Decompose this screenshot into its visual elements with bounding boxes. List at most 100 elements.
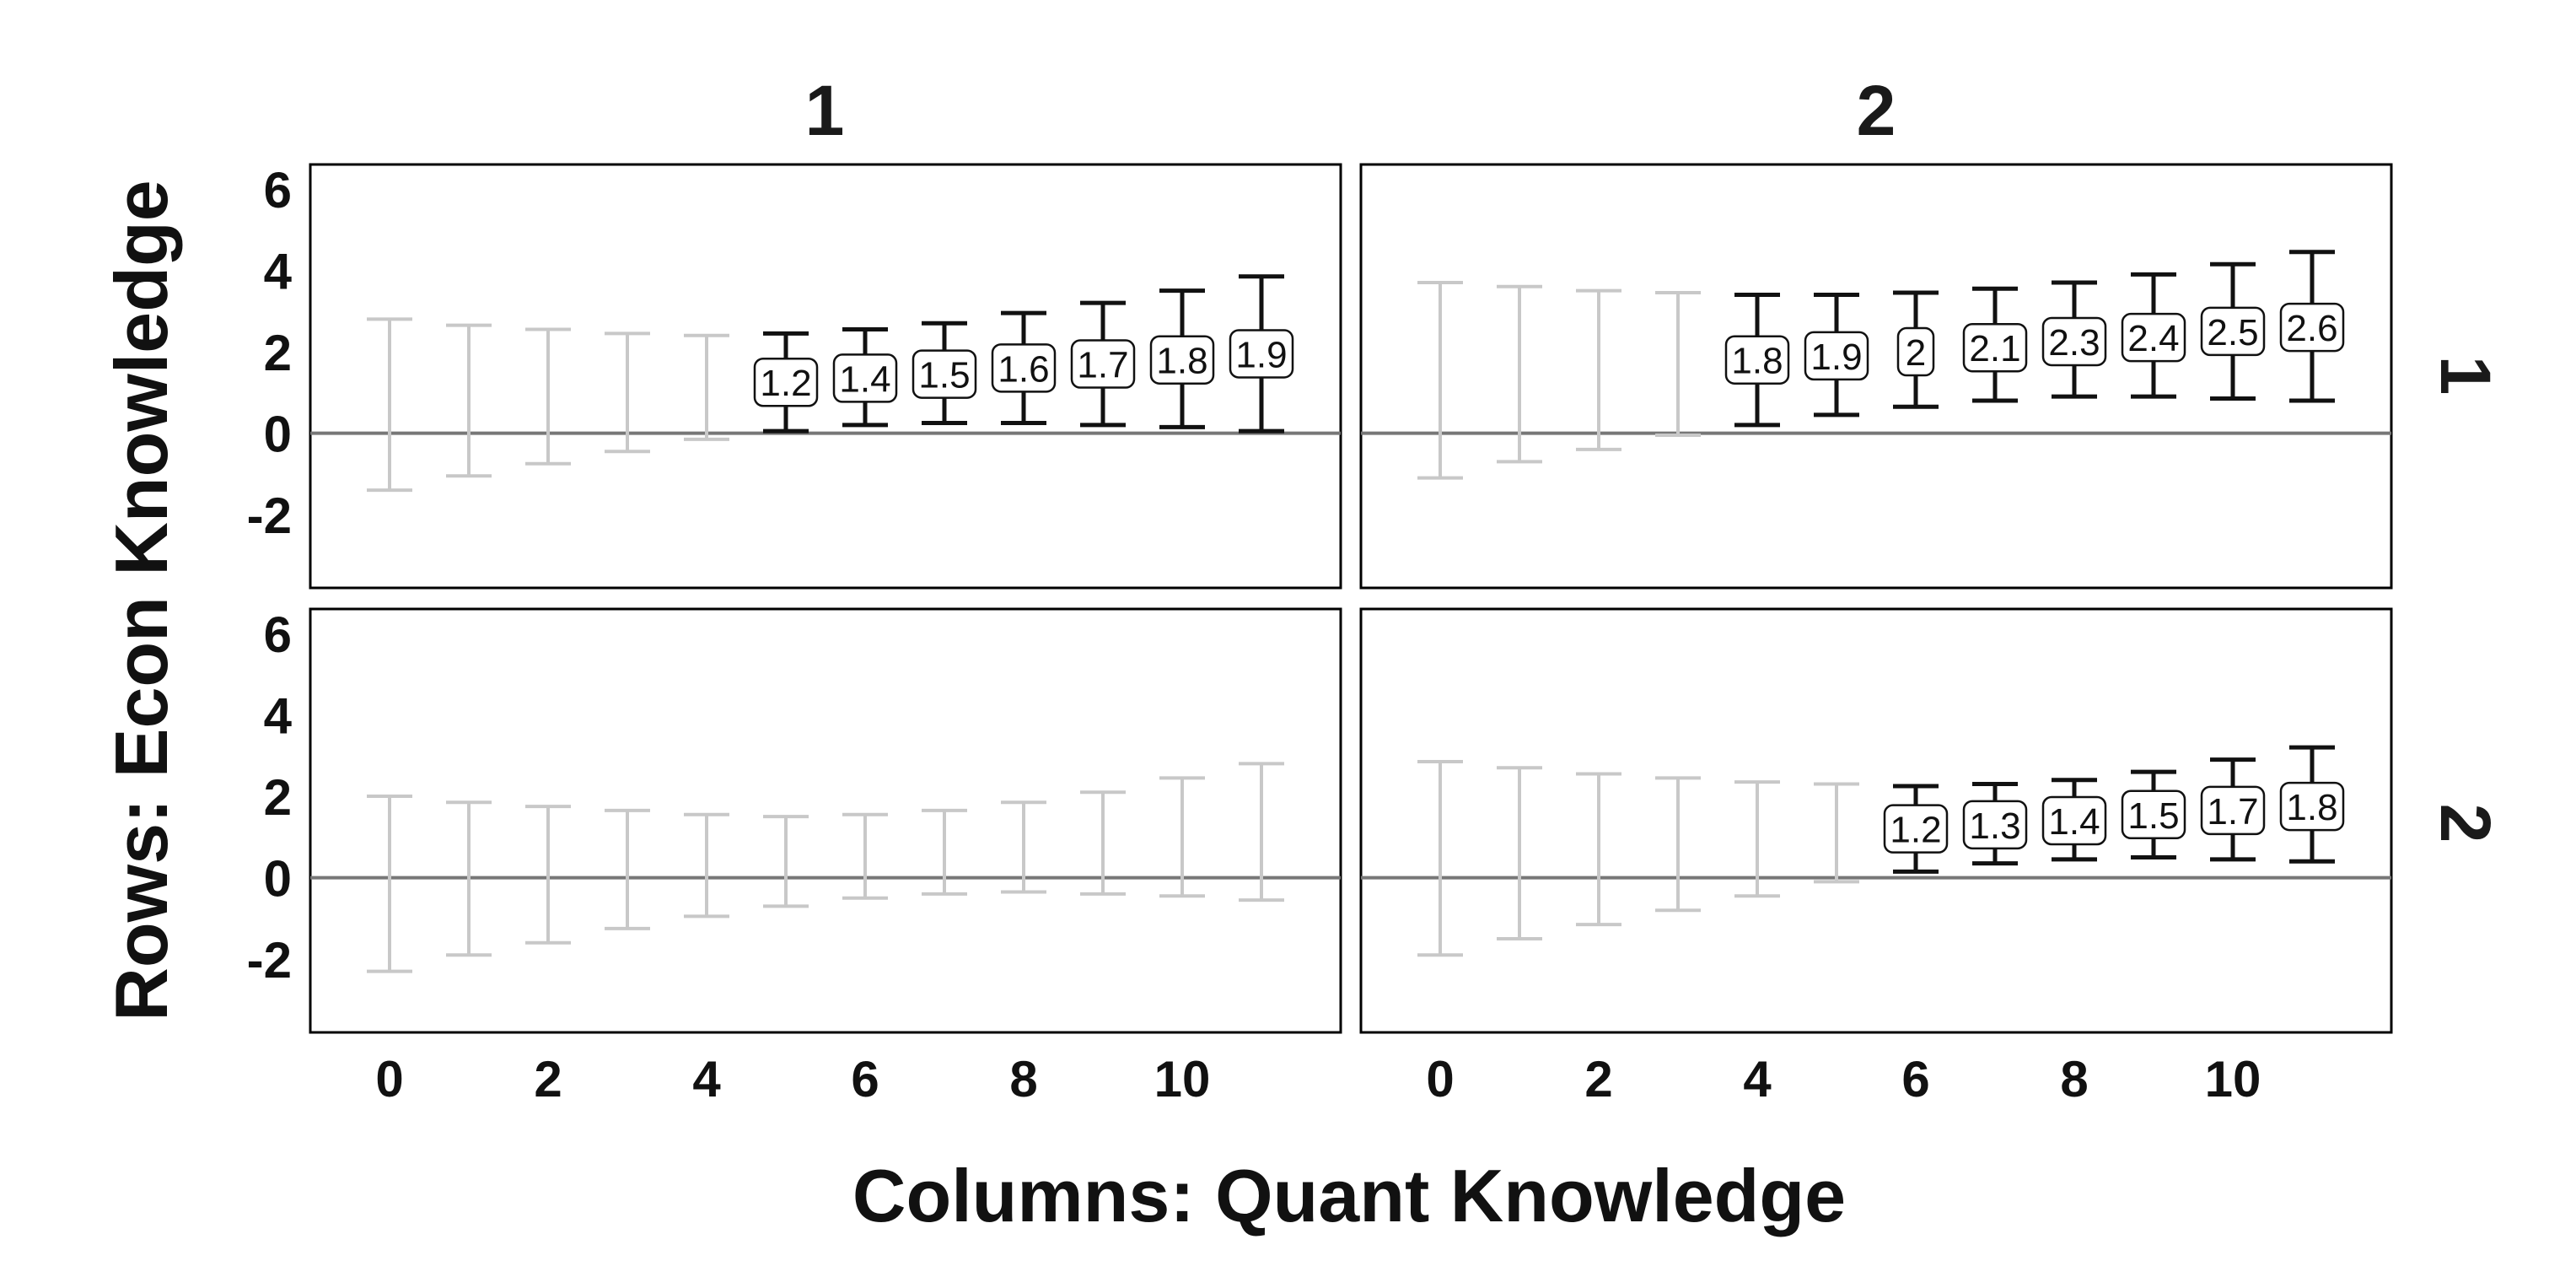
- error-bar-x1: [446, 323, 492, 478]
- estimate-label-box: [2041, 795, 2107, 846]
- panel-frame: [1359, 163, 2393, 590]
- error-bar-x0: [1417, 280, 1463, 480]
- estimate-label-box: [2200, 306, 2266, 357]
- estimate-label: 1.8: [1156, 341, 1207, 382]
- estimate-label: 1.7: [1077, 345, 1128, 386]
- y-tick-label: 4: [264, 688, 293, 745]
- error-bar-x0: [367, 317, 412, 493]
- estimate-label-box: [1070, 339, 1136, 389]
- panel-row2-col1: [309, 607, 1342, 1034]
- error-bar-x2: [1576, 772, 1621, 927]
- error-bar-x7: 1.5: [912, 321, 977, 426]
- error-bar-x10: 1.7: [2200, 757, 2266, 862]
- error-bar-x3: [1655, 776, 1701, 913]
- estimate-label: 1.5: [918, 355, 970, 396]
- panel-row1-col1: 1.2 1.4 1.5 1.6 1.7 1.8 1.9: [309, 163, 1342, 590]
- error-bar-x1: [446, 800, 492, 957]
- estimate-label: 2.3: [2048, 322, 2100, 364]
- error-bar-x2: [525, 805, 571, 945]
- panel-frame: [309, 163, 1342, 590]
- estimate-label: 1.9: [1810, 337, 1862, 378]
- x-tick-label: 0: [1426, 1051, 1454, 1107]
- error-bar-x9: 2.4: [2121, 272, 2186, 399]
- row-label-2: 2: [2426, 804, 2505, 843]
- error-bar-x9: 1.5: [2121, 769, 2186, 859]
- estimate-label-box: [2121, 789, 2186, 840]
- x-tick-label: 8: [2060, 1051, 2088, 1107]
- error-bar-x3: [605, 331, 650, 454]
- estimate-label-box: [2200, 785, 2266, 836]
- error-bar-x0: [367, 795, 412, 973]
- row-label-1: 1: [2426, 356, 2505, 396]
- error-bar-x9: [1080, 790, 1126, 896]
- error-bar-x4: [684, 333, 729, 441]
- x-tick-label: 2: [1584, 1051, 1612, 1107]
- error-bar-x1: [1497, 766, 1542, 940]
- estimate-label-box: [1896, 326, 1935, 377]
- error-bar-x3: [1655, 291, 1701, 437]
- estimate-label: 1.9: [1235, 334, 1287, 375]
- column-label-2: 2: [1857, 71, 1896, 150]
- estimate-label: 1.7: [2207, 791, 2258, 832]
- estimate-label: 2: [1906, 332, 1926, 374]
- error-bar-x9: 1.7: [1070, 300, 1136, 428]
- y-tick-label: -2: [247, 932, 292, 989]
- error-bar-x6: [842, 812, 888, 900]
- x-tick-labels: 0 2 4 6 8 10 0 2 4 6 8 10: [375, 1051, 2261, 1107]
- error-bar-x5: [1814, 782, 1859, 884]
- error-bar-x5: [763, 815, 809, 908]
- estimate-label: 1.2: [1890, 810, 1941, 851]
- error-bar-x7: 1.3: [1962, 782, 2028, 866]
- panel-frame: [309, 607, 1342, 1034]
- error-bar-x4: 1.8: [1724, 292, 1790, 428]
- estimate-label-box: [832, 353, 898, 403]
- estimate-label: 1.2: [760, 363, 811, 404]
- y-tick-label: 0: [264, 851, 292, 908]
- error-bar-x5: 1.2: [753, 331, 819, 434]
- error-bar-x10: 1.8: [1149, 288, 1215, 429]
- error-bar-x0: [1417, 760, 1463, 957]
- estimate-label: 2.6: [2286, 308, 2337, 349]
- estimate-label-box: [1229, 329, 1294, 379]
- estimate-label: 1.8: [1731, 341, 1783, 382]
- x-tick-label: 0: [375, 1051, 403, 1107]
- panel-frame: [1359, 607, 2393, 1034]
- estimate-label-box: [1962, 322, 2028, 373]
- estimate-label: 1.4: [839, 358, 890, 400]
- y-tick-label: 6: [264, 606, 292, 663]
- error-bar-x8: 2.3: [2041, 280, 2107, 399]
- estimate-label-box: [1804, 331, 1869, 381]
- panels-group: 1.2 1.4 1.5 1.6 1.7 1.8 1.9 1.8 1.9 2 2.1 2.3 2.4 2.5…: [309, 163, 2393, 1034]
- error-bar-x11: 1.9: [1229, 274, 1294, 434]
- error-bar-x10: 2.5: [2200, 261, 2266, 401]
- estimate-label-box: [991, 343, 1057, 393]
- x-tick-label: 4: [1743, 1051, 1772, 1107]
- estimate-label-box: [2121, 312, 2186, 363]
- error-bar-x2: [525, 327, 571, 466]
- error-bar-x8: [1001, 800, 1046, 894]
- error-bar-x8: 1.6: [991, 310, 1057, 426]
- error-bar-x11: 1.8: [2279, 745, 2345, 864]
- y-tick-label: 6: [264, 162, 292, 218]
- estimate-label-box: [1724, 335, 1790, 385]
- estimate-label-box: [2279, 302, 2345, 353]
- x-axis-title: Columns: Quant Knowledge: [852, 1154, 1846, 1237]
- y-axis-title: Rows: Econ Knowledge: [99, 180, 183, 1021]
- y-tick-label: 2: [264, 769, 292, 826]
- error-bar-x6: 1.2: [1883, 784, 1949, 874]
- error-bar-x7: [922, 808, 967, 896]
- error-bar-x10: [1159, 776, 1205, 898]
- error-bar-x2: [1576, 288, 1621, 451]
- x-tick-label: 10: [1154, 1051, 1211, 1107]
- panel-row1-col2: 1.8 1.9 2 2.1 2.3 2.4 2.5 2.6: [1359, 163, 2393, 590]
- x-tick-label: 4: [692, 1051, 721, 1107]
- y-tick-label: 2: [264, 325, 292, 381]
- error-bar-x4: [1734, 780, 1780, 898]
- panel-row2-col2: 1.2 1.3 1.4 1.5 1.7 1.8: [1359, 607, 2393, 1034]
- estimate-label: 1.4: [2048, 801, 2100, 843]
- estimate-label-box: [2279, 781, 2345, 832]
- estimate-label-box: [1962, 800, 2028, 850]
- error-bar-x7: 2.1: [1962, 286, 2028, 403]
- column-label-1: 1: [805, 71, 845, 150]
